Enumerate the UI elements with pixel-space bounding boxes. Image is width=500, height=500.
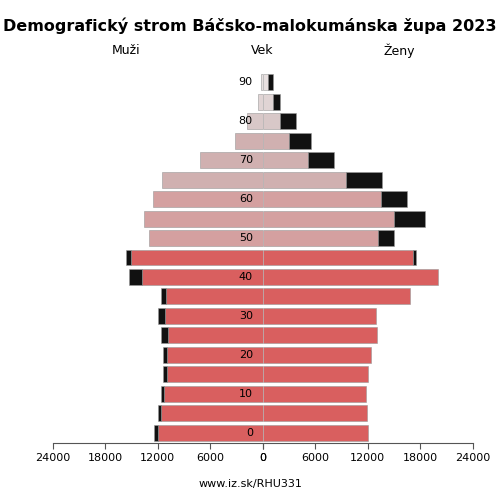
Bar <box>161 328 168 344</box>
Bar <box>163 366 167 382</box>
Text: Vek: Vek <box>252 44 274 58</box>
Bar <box>149 230 262 246</box>
Bar <box>158 425 262 440</box>
Bar <box>158 406 161 421</box>
Bar <box>161 386 164 402</box>
Bar <box>158 308 164 324</box>
Bar <box>346 172 383 188</box>
Bar <box>308 152 334 168</box>
Text: 90: 90 <box>238 77 253 87</box>
Bar <box>262 386 366 402</box>
Bar <box>164 386 262 402</box>
Bar <box>164 308 262 324</box>
Bar <box>144 210 262 226</box>
Bar <box>247 113 262 129</box>
Text: 30: 30 <box>239 311 253 321</box>
Bar <box>262 328 377 344</box>
Bar <box>261 74 262 90</box>
Bar <box>262 269 438 285</box>
Bar <box>280 113 296 129</box>
Bar <box>154 425 158 440</box>
Bar <box>268 74 273 90</box>
Bar <box>413 250 416 266</box>
Bar <box>234 132 262 148</box>
Bar <box>153 191 262 207</box>
Bar <box>273 94 280 110</box>
Bar <box>262 94 273 110</box>
Bar <box>162 172 262 188</box>
Bar <box>131 250 262 266</box>
Text: 0: 0 <box>246 428 253 438</box>
Bar <box>262 406 366 421</box>
Text: 20: 20 <box>238 350 253 360</box>
Bar <box>262 172 345 188</box>
Bar <box>262 210 394 226</box>
Text: 60: 60 <box>239 194 253 204</box>
Bar <box>262 191 380 207</box>
Bar <box>262 308 376 324</box>
Bar <box>378 230 394 246</box>
Bar <box>262 230 378 246</box>
Text: 10: 10 <box>239 389 253 399</box>
Bar <box>262 425 368 440</box>
Text: 80: 80 <box>238 116 253 126</box>
Bar <box>262 74 268 90</box>
Text: Ženy: Ženy <box>384 43 415 58</box>
Text: 40: 40 <box>238 272 253 282</box>
Bar <box>163 347 167 363</box>
Bar <box>200 152 262 168</box>
Bar <box>167 347 262 363</box>
Text: 50: 50 <box>239 233 253 243</box>
Bar <box>128 269 142 285</box>
Bar <box>126 250 131 266</box>
Bar <box>262 250 413 266</box>
Bar <box>258 94 262 110</box>
Bar <box>394 210 425 226</box>
Bar <box>161 406 262 421</box>
Bar <box>262 347 371 363</box>
Bar <box>168 328 262 344</box>
Bar <box>289 132 310 148</box>
Bar <box>262 132 289 148</box>
Bar <box>262 366 368 382</box>
Bar <box>142 269 262 285</box>
Bar <box>262 288 410 304</box>
Bar <box>161 288 166 304</box>
Text: www.iz.sk/RHU331: www.iz.sk/RHU331 <box>198 479 302 489</box>
Bar <box>262 152 308 168</box>
Text: Demografický strom Báčsko-malokumánska župa 2023: Demografický strom Báčsko-malokumánska ž… <box>4 18 497 34</box>
Text: Muži: Muži <box>112 44 140 58</box>
Bar <box>167 366 262 382</box>
Bar <box>166 288 262 304</box>
Text: 70: 70 <box>238 155 253 165</box>
Bar <box>262 113 280 129</box>
Bar <box>380 191 407 207</box>
